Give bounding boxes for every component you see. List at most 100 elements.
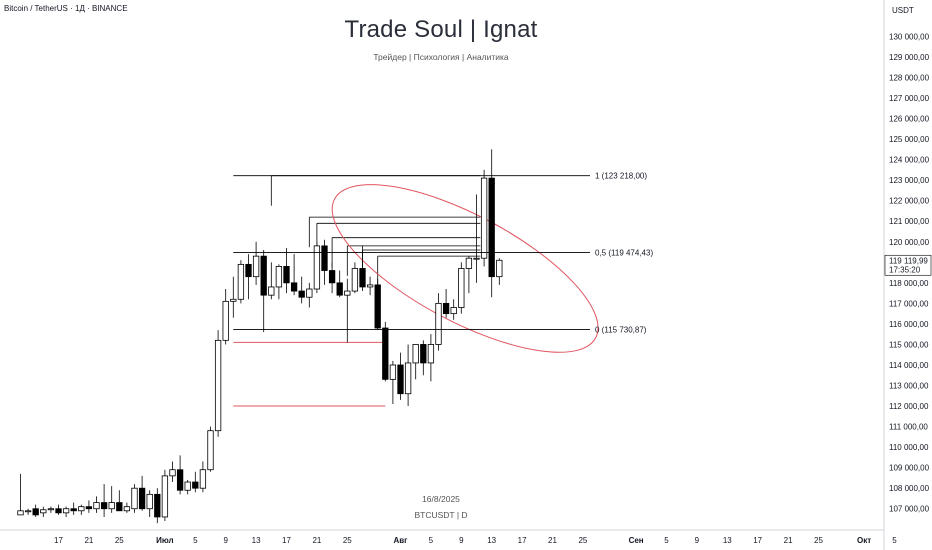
price-tick-label: 127 000,00 [889,94,930,103]
time-tick-label: 21 [312,536,321,545]
time-tick-label: Окт [857,536,871,545]
price-tick-label: 107 000,00 [889,505,930,514]
last-price-box [884,254,932,276]
price-tick-label: 116 000,00 [889,320,929,329]
candle-body [214,339,222,432]
candle-body [480,177,488,259]
candle-body [496,259,503,278]
time-tick-label: 9 [223,536,228,545]
candle-body [154,493,161,518]
time-tick-label: Сен [629,536,644,545]
candle-body [344,290,351,296]
candle-body [359,268,366,288]
candle-body [275,266,283,288]
price-tick-label: 115 000,00 [889,340,929,349]
candle-body [55,508,62,514]
time-tick-label: Июл [156,536,173,545]
candle-body [78,506,85,512]
candle-body [397,364,404,395]
candle-body [24,510,32,513]
candle-body [328,270,336,284]
fib-label: 0,5 (119 474,43) [595,249,653,258]
candle-body [176,469,184,491]
candle-body [351,268,359,292]
candle-body [169,469,176,477]
price-tick-label: 121 000,00 [889,217,930,226]
candle-body [199,469,207,489]
price-tick-label: 122 000,00 [889,197,930,206]
time-tick-label: 5 [892,536,897,545]
time-tick-label: 21 [548,536,557,545]
time-tick-label: 17 [282,536,291,545]
candle-body [252,255,260,278]
price-tick-label: 109 000,00 [889,464,930,473]
price-tick-label: 113 000,00 [889,382,929,391]
candle-body [123,506,131,512]
candle-body [47,508,55,511]
candle-body [32,508,39,516]
candle-body [488,177,495,278]
time-tick-label: 17 [54,536,63,545]
time-tick-label: 25 [578,536,587,545]
candle-body [306,288,313,298]
time-tick-label: 17 [753,536,762,545]
time-tick-label: 21 [784,536,793,545]
candle-body [427,344,435,364]
candle-body [192,481,199,489]
candle-body [207,430,214,471]
drawing-tools [233,175,599,407]
time-tick-label: 13 [487,536,496,545]
candle-body [237,263,245,300]
candle-body [85,506,93,510]
watermark-subtitle: Трейдер | Психология | Аналитика [373,52,509,62]
price-tick-label: 111 000,00 [889,423,928,432]
price-tick-label: 129 000,00 [889,53,930,62]
fib-levels: 1 (123 218,00) 0,5 (119 474,43) 0 (115 730… [233,172,653,334]
time-axis[interactable]: 17 21 25 Июл 5 9 13 17 21 25 Авг 5 9 13 17 21 25 Сен 5 9 13 1… [0,529,897,545]
candle-body [313,245,321,290]
time-tick-label: 17 [518,536,527,545]
candle-body [116,502,123,512]
price-tick-label: 118 000,00 [889,279,929,288]
price-tick-label: 110 000,00 [889,443,929,452]
candle-body [40,509,47,514]
candle-body [161,475,169,518]
price-tick-label: 108 000,00 [889,484,930,493]
candle-body [131,487,138,510]
price-tick-label: 124 000,00 [889,156,930,165]
candle-body [93,502,100,510]
candle-body [366,284,374,288]
price-axis[interactable]: 107 000,00 108 000,00 109 000,00 110 000,00… [883,0,932,550]
candle-body [374,284,381,329]
time-tick-label: 5 [429,536,434,545]
time-tick-label: 25 [115,536,124,545]
candle-body [283,266,290,284]
candle-body [465,257,473,269]
candle-body [389,364,397,380]
fib-label: 0 (115 730,87) [595,325,647,334]
candles [17,149,503,524]
candle-body [100,502,108,510]
price-tick-label: 120 000,00 [889,238,930,247]
candle-body [70,508,77,512]
time-tick-label: 13 [252,536,261,545]
candle-body [450,307,457,315]
price-tick-label: 114 000,00 [889,361,929,370]
time-tick-label: 25 [343,536,352,545]
candle-body [404,362,412,395]
currency-label[interactable]: USDT [892,6,914,15]
candle-body [321,245,328,271]
candle-body [230,298,237,302]
candle-body [222,300,229,341]
time-tick-label: 21 [84,536,93,545]
candle-body [382,327,389,380]
candle-body [298,290,305,298]
price-tick-label: 128 000,00 [889,73,930,82]
candle-body [260,255,267,296]
candle-body [62,508,70,514]
candle-body [245,263,252,278]
candle-body [442,302,450,315]
time-tick-label: 9 [459,536,464,545]
symbol-header[interactable]: Bitcoin / TetherUS · 1Д · BINANCE [4,4,128,13]
